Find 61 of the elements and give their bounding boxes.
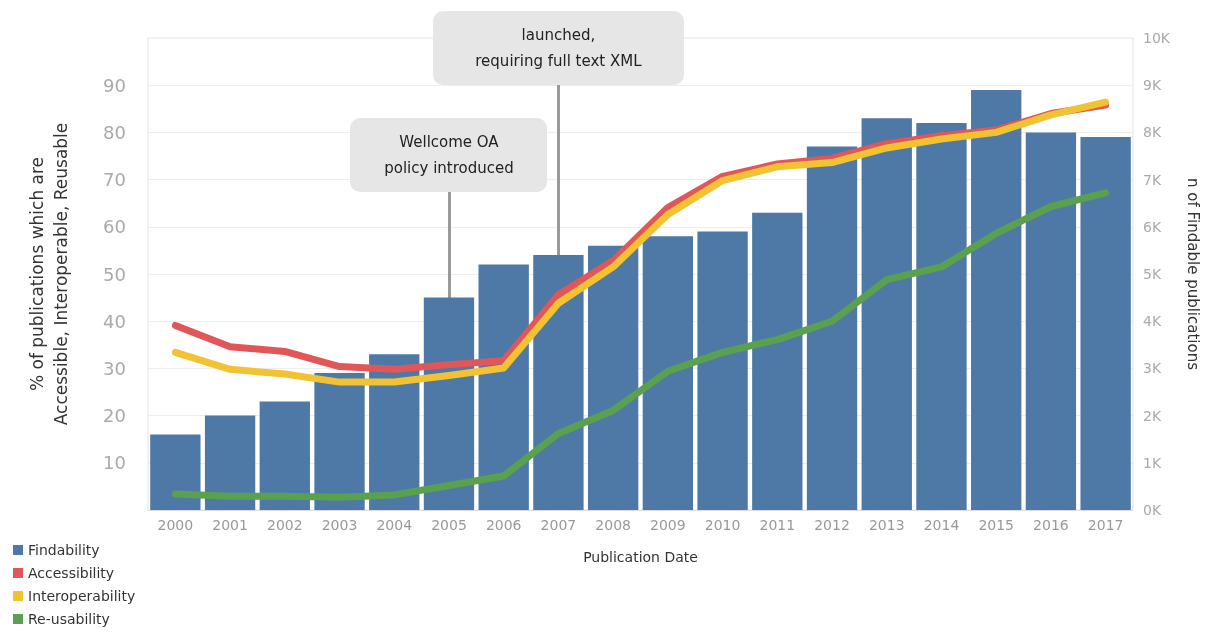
y-tick-label: 40	[103, 310, 126, 332]
y2-tick-label: 10K	[1143, 30, 1171, 46]
y2-tick-label: 9K	[1143, 77, 1162, 94]
y2-axis-title: n of Findable publications	[1183, 178, 1202, 371]
y2-tick-label: 2K	[1143, 407, 1162, 424]
y-tick-label: 60	[103, 216, 126, 238]
y-tick-label: 10	[103, 452, 126, 474]
bar	[916, 122, 967, 510]
legend-label: Accessibility	[28, 565, 115, 581]
bar	[150, 434, 201, 510]
x-tick-label: 2006	[485, 517, 522, 533]
x-tick-label: 2012	[814, 517, 850, 533]
bar	[259, 401, 310, 510]
x-tick-label: 2000	[157, 517, 194, 533]
y-tick-label: 80	[103, 121, 126, 143]
x-tick-label: 2007	[540, 517, 577, 533]
y-tick-label: 20	[103, 405, 126, 427]
y-tick-label: 50	[103, 263, 126, 285]
bar	[971, 89, 1022, 510]
bar	[204, 415, 256, 510]
y2-tick-label: 7K	[1143, 171, 1162, 188]
y2-tick-label: 1K	[1143, 454, 1162, 471]
bar	[587, 245, 639, 510]
bar	[1025, 132, 1077, 510]
x-tick-label: 2010	[704, 517, 741, 533]
bar	[1080, 137, 1131, 510]
x-tick-label: 2016	[1033, 517, 1069, 533]
callout: launched, requiring full text XML	[432, 11, 684, 85]
x-tick-label: 2011	[759, 517, 796, 533]
bar	[861, 118, 912, 510]
legend-label: Findability	[28, 542, 100, 558]
y2-tick-label: 8K	[1143, 124, 1162, 141]
x-tick-label: 2005	[431, 517, 467, 533]
y-tick-label: 70	[103, 169, 126, 191]
bar	[697, 231, 748, 510]
x-tick-label: 2003	[321, 517, 358, 533]
bar	[642, 236, 694, 510]
legend-label: Interoperability	[28, 588, 136, 604]
x-tick-label: 2001	[212, 517, 248, 533]
y-tick-label: 30	[103, 357, 126, 379]
y2-tick-label: 3K	[1143, 360, 1162, 377]
y-tick-label: 90	[103, 74, 126, 96]
bar	[806, 146, 858, 510]
y2-tick-label: 5K	[1143, 266, 1162, 282]
x-tick-label: 2002	[266, 517, 303, 533]
x-tick-label: 2015	[978, 517, 1015, 533]
y-axis-title: % of publications which are Accessible, Interoperable, Reusable	[27, 122, 71, 426]
x-tick-label: 2009	[650, 517, 686, 533]
x-tick-label: 2014	[923, 517, 960, 533]
y2-tick-label: 0K	[1143, 502, 1162, 518]
x-tick-label: 2013	[868, 517, 905, 533]
x-axis-title: Publication Date	[583, 549, 698, 565]
bar	[752, 212, 803, 510]
bar	[314, 373, 365, 510]
x-tick-label: 2017	[1087, 517, 1124, 533]
y2-tick-label: 6K	[1143, 218, 1162, 235]
callout: Wellcome OA policy introduced	[350, 118, 548, 192]
y2-tick-label: 4K	[1143, 313, 1162, 330]
legend-label: Re-usability	[28, 611, 110, 627]
x-tick-label: 2008	[595, 517, 631, 533]
x-tick-label: 2004	[376, 517, 413, 533]
